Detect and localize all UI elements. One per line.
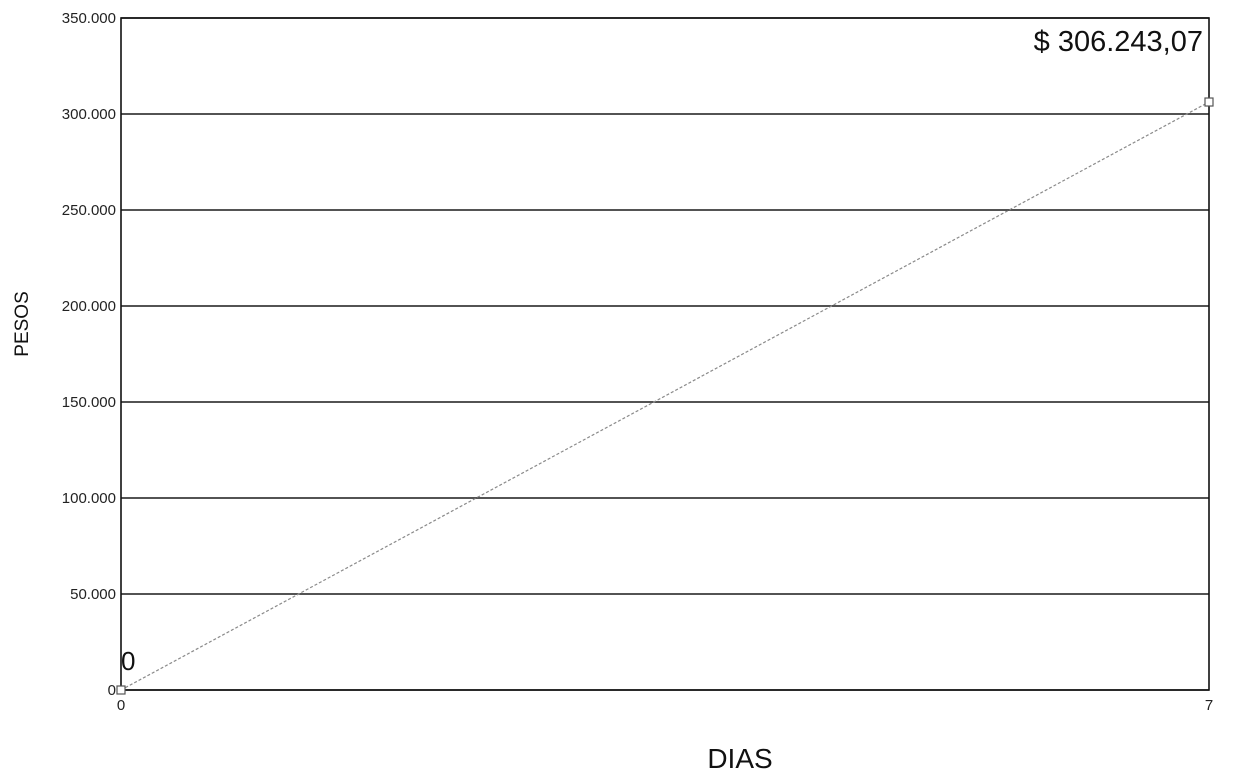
- x-axis-title: DIAS: [707, 743, 772, 771]
- y-tick-label: 0: [108, 682, 116, 699]
- data-point-marker: [1204, 97, 1214, 107]
- data-point-marker: [116, 685, 126, 695]
- y-tick-label: 350.000: [62, 10, 116, 27]
- y-tick-label: 300.000: [62, 106, 116, 123]
- grid-lines: [121, 17, 1209, 691]
- series: 0 $ 306.243,07: [116, 26, 1214, 695]
- y-tick-label: 50.000: [70, 586, 116, 603]
- y-axis-ticks: 0 50.000 100.000 150.000 200.000 250.000 300.0…: [62, 10, 116, 699]
- x-tick-label: 7: [1205, 697, 1213, 714]
- y-tick-label: 150.000: [62, 394, 116, 411]
- series-line: [120, 101, 1210, 691]
- plot-frame: [120, 17, 1210, 691]
- y-axis-title: PESOS: [12, 291, 33, 356]
- y-tick-label: 250.000: [62, 202, 116, 219]
- data-label: 0: [121, 646, 135, 676]
- x-tick-label: 0: [117, 697, 125, 714]
- data-label: $ 306.243,07: [1034, 26, 1203, 58]
- y-tick-label: 100.000: [62, 490, 116, 507]
- y-tick-label: 200.000: [62, 298, 116, 315]
